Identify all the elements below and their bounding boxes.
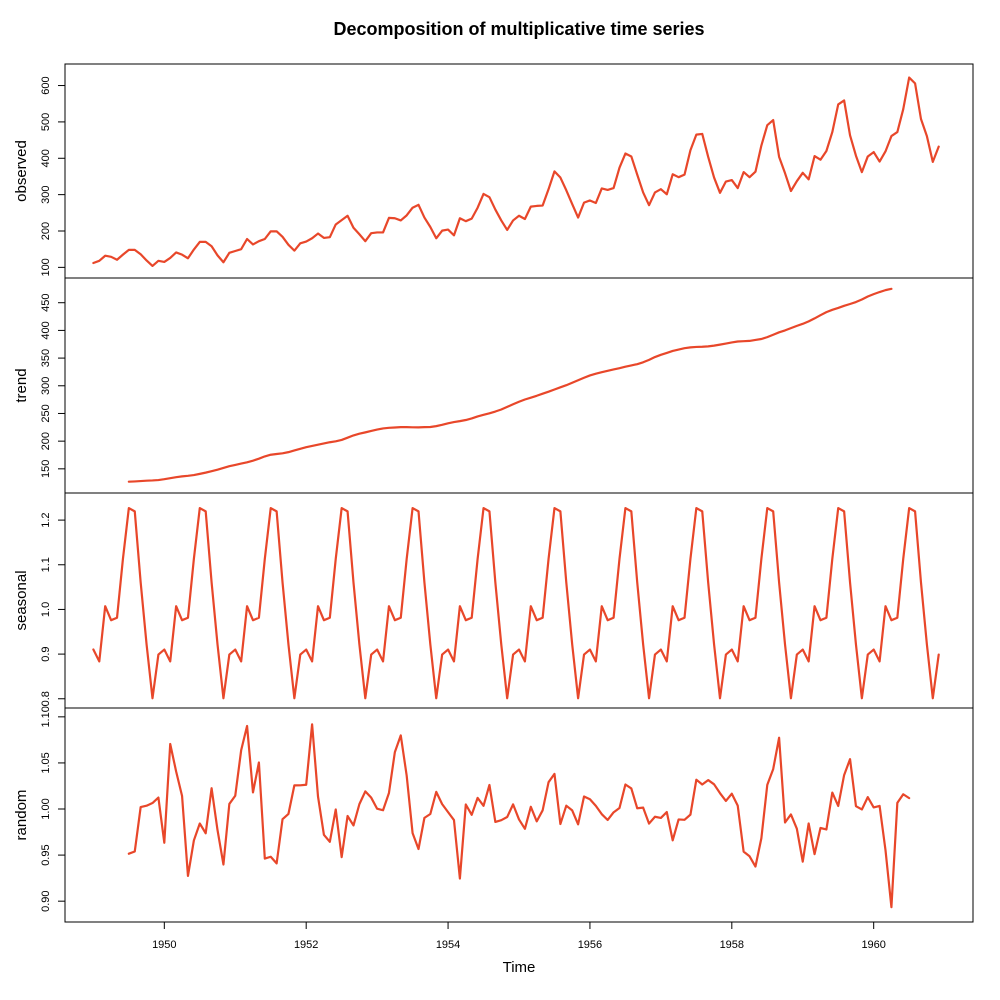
x-tick-label: 1950 bbox=[152, 939, 176, 951]
trend-y-tick-label: 400 bbox=[40, 321, 52, 339]
observed-y-tick-label: 300 bbox=[40, 185, 52, 203]
random-y-tick-label: 1.05 bbox=[40, 752, 52, 773]
seasonal-y-tick-label: 0.8 bbox=[40, 691, 52, 706]
panel-observed: observed 100 200 300 400 500 600 bbox=[13, 63, 974, 279]
trend-series-line bbox=[127, 287, 893, 483]
x-tick-label: 1960 bbox=[861, 939, 885, 951]
random-y-tick-label: 0.90 bbox=[40, 890, 52, 911]
trend-panel-frame bbox=[64, 277, 974, 494]
x-tick-label: 1956 bbox=[578, 939, 602, 951]
panels: observed 100 200 300 400 500 600 trend 150 200 250… bbox=[13, 63, 974, 923]
random-y-tick-label: 0.95 bbox=[40, 844, 52, 865]
random-y-tick-label: 1.10 bbox=[40, 706, 52, 727]
observed-series-line bbox=[92, 76, 940, 268]
observed-y-tick-label: 500 bbox=[40, 113, 52, 131]
observed-axis-label: observed bbox=[13, 140, 30, 202]
x-axis: 1950 1952 1954 1956 1958 1960 bbox=[152, 921, 886, 951]
chart-title: Decomposition of multiplicative time ser… bbox=[333, 19, 704, 39]
trend-y-tick-label: 150 bbox=[40, 460, 52, 478]
seasonal-series-line bbox=[92, 506, 940, 700]
random-y-tick-label: 1.00 bbox=[40, 798, 52, 819]
seasonal-axis-label: seasonal bbox=[13, 570, 30, 630]
observed-y-tick-label: 200 bbox=[40, 222, 52, 240]
random-panel-frame bbox=[64, 707, 974, 923]
seasonal-y-tick-label: 1.1 bbox=[40, 557, 52, 572]
observed-y-tick-label: 100 bbox=[40, 258, 52, 276]
panel-trend: trend 150 200 250 300 350 400 450 bbox=[13, 277, 974, 494]
panel-seasonal: seasonal 0.8 0.9 1.0 1.1 1.2 bbox=[13, 492, 974, 709]
x-tick-label: 1954 bbox=[436, 939, 460, 951]
trend-y-tick-label: 450 bbox=[40, 294, 52, 312]
observed-panel-frame bbox=[64, 63, 974, 279]
observed-y-tick-label: 600 bbox=[40, 76, 52, 94]
trend-y-tick-label: 250 bbox=[40, 404, 52, 422]
trend-y-tick-label: 350 bbox=[40, 349, 52, 367]
trend-axis-label: trend bbox=[13, 368, 30, 402]
x-axis-label: Time bbox=[503, 959, 536, 976]
panel-random: random 0.90 0.95 1.00 1.05 1.10 bbox=[13, 706, 974, 923]
seasonal-y-tick-label: 1.2 bbox=[40, 512, 52, 527]
seasonal-y-tick-label: 0.9 bbox=[40, 646, 52, 661]
trend-y-tick-label: 200 bbox=[40, 432, 52, 450]
observed-y-tick-label: 400 bbox=[40, 149, 52, 167]
x-tick-label: 1958 bbox=[720, 939, 744, 951]
random-series-line bbox=[127, 723, 911, 909]
seasonal-y-tick-label: 1.0 bbox=[40, 602, 52, 617]
x-tick-label: 1952 bbox=[294, 939, 318, 951]
trend-y-tick-label: 300 bbox=[40, 377, 52, 395]
random-axis-label: random bbox=[13, 790, 30, 841]
